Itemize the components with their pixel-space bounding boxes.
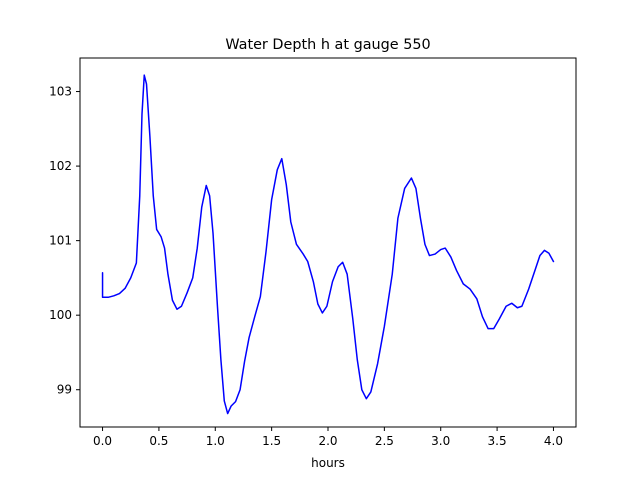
- y-tick-label: 101: [49, 234, 72, 248]
- series-line-1: [101, 74, 555, 415]
- x-tick-label: 1.0: [206, 434, 225, 448]
- x-tick-label: 2.0: [318, 434, 337, 448]
- x-axis-label: hours: [311, 456, 345, 470]
- x-tick-label: 3.5: [488, 434, 507, 448]
- x-axis-ticks: 0.0 0.5 1.0 1.5 2.0 2.5 3.0 3.5 4.0: [93, 427, 563, 448]
- x-tick-label: 0.5: [149, 434, 168, 448]
- plot-area: [80, 58, 576, 427]
- chart-title: Water Depth h at gauge 550: [225, 37, 430, 53]
- x-tick-label: 0.0: [93, 434, 112, 448]
- y-tick-label: 102: [49, 159, 72, 173]
- x-tick-label: 4.0: [544, 434, 563, 448]
- y-tick-label: 103: [49, 85, 72, 99]
- x-tick-label: 1.5: [262, 434, 281, 448]
- plot-border: [79, 57, 577, 428]
- x-tick-label: 2.5: [375, 434, 394, 448]
- y-axis-ticks: 99 100 101 102 103: [49, 85, 80, 397]
- y-tick-label: 99: [57, 383, 72, 397]
- y-tick-label: 100: [49, 308, 72, 322]
- x-tick-label: 3.0: [431, 434, 450, 448]
- series-layer: [101, 74, 555, 415]
